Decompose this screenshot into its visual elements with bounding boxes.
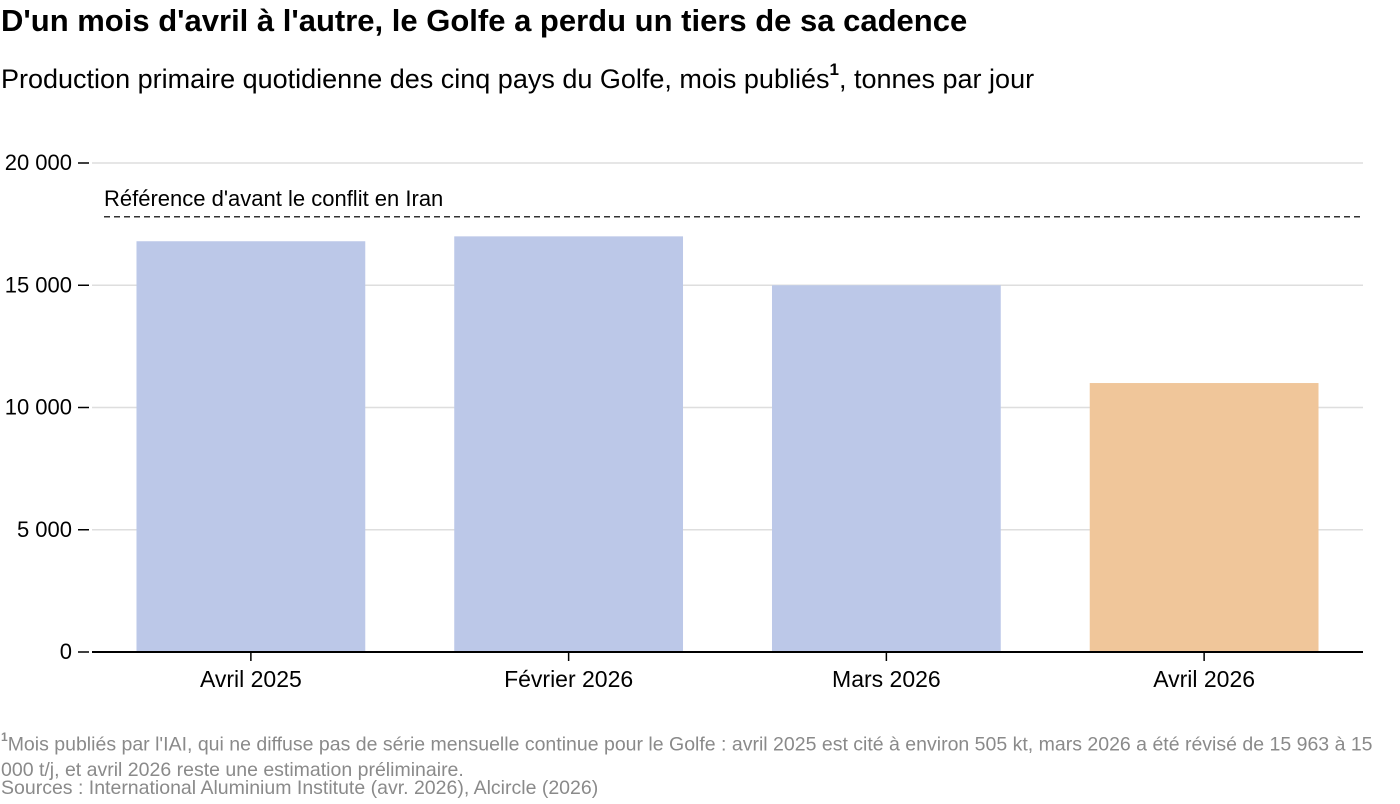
bar-chart: 0 5 000 10 000 15 000 20 000 Référence d'ava… (5, 150, 1363, 692)
subtitle-text: Production primaire quotidienne des cinq… (1, 64, 830, 94)
bar-1 (136, 241, 366, 653)
subtitle-footnote-marker: 1 (829, 60, 839, 79)
y-axis: 0 5 000 10 000 15 000 20 000 (5, 150, 89, 664)
y-tick-label: 20 000 (5, 150, 72, 175)
bar-2 (454, 236, 684, 652)
chart-title: D'un mois d'avril à l'autre, le Golfe a … (1, 3, 968, 38)
x-tick-label: Avril 2025 (200, 666, 302, 692)
y-tick-label: 10 000 (5, 395, 72, 420)
bars (136, 236, 1319, 653)
footnote-marker: 1 (1, 730, 8, 744)
y-tick-label: 5 000 (17, 517, 72, 542)
x-tick-label: Mars 2026 (832, 666, 941, 692)
footnote: 1Mois publiés par l'IAI, qui ne diffuse … (1, 727, 1396, 783)
y-tick-label: 15 000 (5, 272, 72, 297)
x-tick-label: Avril 2026 (1153, 666, 1255, 692)
reference-line-label: Référence d'avant le conflit en Iran (104, 186, 443, 211)
reference-line-group: Référence d'avant le conflit en Iran (104, 186, 1360, 218)
x-tick-label: Février 2026 (504, 666, 633, 692)
y-tick-label: 0 (60, 639, 72, 664)
sources-note: Sources : International Aluminium Instit… (1, 777, 599, 799)
bar-4 (1089, 383, 1319, 652)
chart-subtitle: Production primaire quotidienne des cinq… (1, 56, 1034, 96)
x-axis: Avril 2025 Février 2026 Mars 2026 Avril 202… (92, 651, 1363, 692)
bar-3 (771, 285, 1001, 652)
subtitle-unit: , tonnes par jour (838, 64, 1035, 94)
footnote-text: Mois publiés par l'IAI, qui ne diffuse p… (1, 733, 1373, 781)
